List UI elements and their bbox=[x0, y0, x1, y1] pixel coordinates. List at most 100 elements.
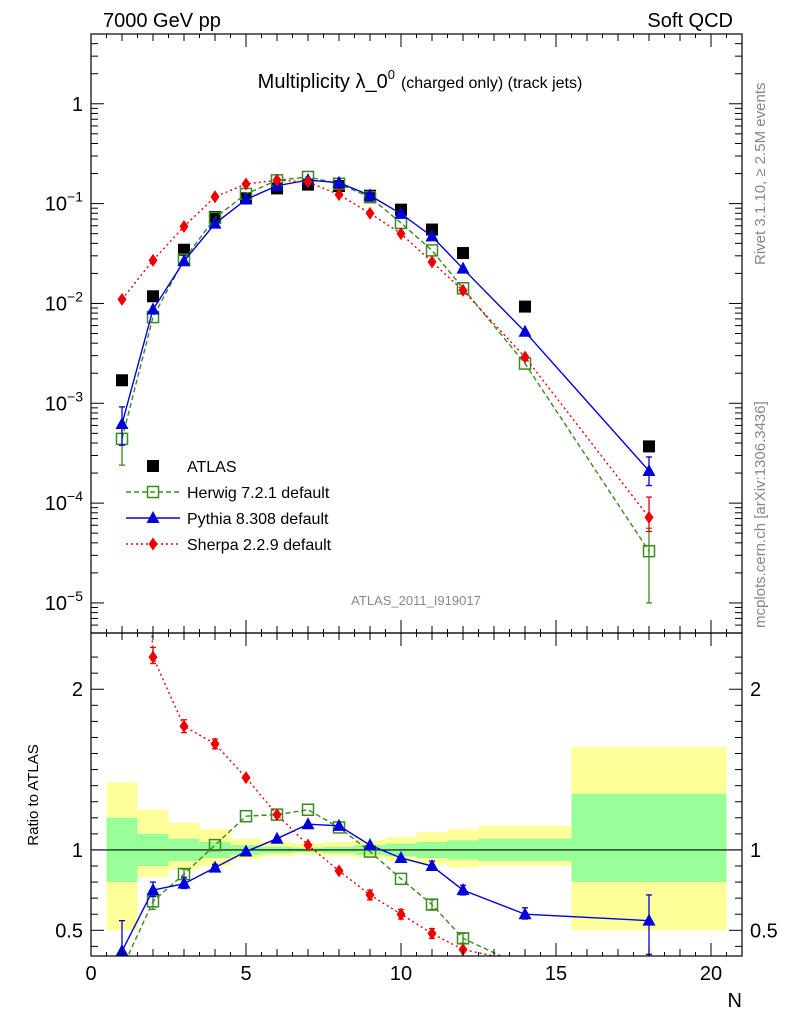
legend-pythia-marker bbox=[146, 511, 160, 523]
main-ytick-label-2: 10−2 bbox=[45, 288, 83, 315]
main-ytick-label-mantissa: 10 bbox=[45, 493, 67, 515]
main-sherpa-point-13 bbox=[644, 510, 654, 524]
ratio-pythia-line bbox=[121, 823, 650, 952]
header-left-label: 7000 GeV pp bbox=[103, 10, 221, 32]
legend-herwig-label: Herwig 7.2.1 default bbox=[187, 485, 330, 502]
band-green-13 bbox=[571, 793, 727, 883]
main-sherpa-point-3 bbox=[210, 190, 220, 204]
main-sherpa-point-0 bbox=[117, 292, 127, 306]
main-pythia-point-4 bbox=[239, 192, 253, 205]
ratio-pythia-point-13 bbox=[642, 913, 656, 926]
legend-sherpa-marker bbox=[148, 537, 158, 551]
xtick-label-4: 20 bbox=[700, 963, 722, 985]
main-ytick-label-exponent: −2 bbox=[67, 288, 83, 304]
main-ytick-label-1: 10−1 bbox=[45, 189, 83, 216]
legend-pythia-label: Pythia 8.308 default bbox=[187, 511, 329, 528]
ratio-pythia-point-8 bbox=[363, 838, 377, 851]
ratio-sherpa-point-4 bbox=[241, 771, 251, 785]
main-ytick-label-3: 10−3 bbox=[45, 388, 83, 415]
main-pythia-point-7 bbox=[332, 175, 346, 188]
main-sherpa-line bbox=[121, 179, 650, 518]
ratio-herwig-point-3 bbox=[208, 838, 222, 852]
main-pythia-point-9 bbox=[394, 206, 408, 219]
ratio-sherpa-point-2 bbox=[179, 719, 189, 733]
main-pythia-point-12 bbox=[518, 324, 532, 337]
analysis-id-label: ATLAS_2011_I919017 bbox=[351, 593, 481, 608]
ratio-sherpa-point-3 bbox=[210, 737, 220, 751]
main-pythia-point-11 bbox=[456, 261, 470, 274]
main-atlas-point-13 bbox=[643, 440, 655, 453]
ratio-pythia-point-12 bbox=[518, 907, 532, 920]
xtick-label-3: 15 bbox=[545, 963, 567, 985]
ratio-pythia-point-10 bbox=[425, 859, 439, 872]
main-sherpa-point-11 bbox=[458, 283, 468, 297]
axes: 110−110−210−310−410−50 5 10 15 200.5 0.51 12 2 bbox=[45, 33, 778, 985]
ratio-ytick-label-right-0: 0.5 bbox=[750, 920, 778, 942]
xtick-label-2: 10 bbox=[390, 963, 412, 985]
main-pythia-point-0 bbox=[115, 417, 129, 430]
main-ytick-label-exponent: −5 bbox=[67, 588, 83, 604]
legend-sherpa-label: Sherpa 2.2.9 default bbox=[187, 537, 332, 554]
main-ytick-label-4: 10−4 bbox=[45, 488, 83, 515]
ratio-pythia-point-1 bbox=[146, 883, 160, 896]
chart-title-suffix: (charged only) (track jets) bbox=[401, 75, 582, 92]
main-pythia-point-3 bbox=[208, 216, 222, 229]
ratio-panel-series bbox=[115, 633, 656, 956]
main-sherpa-point-7 bbox=[334, 188, 344, 202]
ratio-y-axis-label: Ratio to ATLAS bbox=[25, 744, 42, 845]
main-pythia-point-10 bbox=[425, 229, 439, 242]
mcplots-label: mcplots.cern.ch [arXiv:1306.3436] bbox=[752, 401, 769, 628]
main-ytick-label-mantissa: 10 bbox=[45, 393, 67, 415]
ratio-sherpa-point-10 bbox=[427, 927, 437, 941]
ratio-ytick-label-right-2: 2 bbox=[750, 679, 761, 701]
main-sherpa-point-2 bbox=[179, 219, 189, 233]
main-ytick-label-mantissa: 10 bbox=[45, 194, 67, 216]
xtick-label-0: 0 bbox=[85, 963, 96, 985]
main-pythia-point-13 bbox=[642, 463, 656, 476]
ratio-pythia-point-4 bbox=[239, 844, 253, 857]
main-pythia-point-8 bbox=[363, 188, 377, 201]
ratio-pythia-point-5 bbox=[270, 831, 284, 844]
legend-herwig-marker bbox=[146, 485, 160, 499]
main-sherpa-point-8 bbox=[365, 206, 375, 220]
legend-atlas-marker bbox=[147, 460, 159, 472]
main-ytick-label-exponent: −3 bbox=[67, 388, 83, 404]
ratio-ytick-label-left-0: 0.5 bbox=[55, 920, 83, 942]
header-right-label: Soft QCD bbox=[647, 10, 733, 32]
ratio-sherpa-point-1 bbox=[148, 650, 158, 664]
legend-atlas-label: ATLAS bbox=[187, 459, 237, 476]
ratio-uncertainty-bands bbox=[91, 747, 742, 931]
main-atlas-point-2 bbox=[178, 243, 190, 256]
main-sherpa-point-1 bbox=[148, 253, 158, 267]
main-pythia-point-2 bbox=[177, 254, 191, 267]
ratio-pythia-point-2 bbox=[177, 876, 191, 889]
legend: ATLAS Herwig 7.2.1 default Pythia 8.308 de… bbox=[126, 459, 332, 554]
main-sherpa-point-10 bbox=[427, 255, 437, 269]
main-panel-series bbox=[115, 170, 656, 604]
ratio-ytick-label-left-1: 1 bbox=[72, 840, 83, 862]
ratio-herwig-point-6 bbox=[301, 803, 315, 817]
main-sherpa-point-6 bbox=[303, 175, 313, 189]
main-sherpa-point-5 bbox=[272, 173, 282, 187]
ratio-herwig-point-9 bbox=[394, 872, 408, 886]
ratio-sherpa-point-8 bbox=[365, 888, 375, 902]
ratio-sherpa-point-12 bbox=[524, 955, 526, 956]
ratio-pythia-point-6 bbox=[301, 817, 315, 830]
chart-title-main: Multiplicity λ_0 bbox=[258, 71, 388, 93]
ratio-sherpa-point-6 bbox=[303, 838, 313, 852]
ratio-pythia-point-7 bbox=[332, 818, 346, 831]
main-herwig-line bbox=[121, 176, 650, 552]
main-sherpa-point-12 bbox=[520, 350, 530, 364]
ratio-pythia-point-11 bbox=[456, 883, 470, 896]
main-sherpa-point-9 bbox=[396, 227, 406, 241]
chart-title-superscript: 0 bbox=[388, 67, 395, 82]
main-ytick-label-mantissa: 10 bbox=[45, 593, 67, 615]
rivet-version-label: Rivet 3.1.10, ≥ 2.5M events bbox=[752, 83, 769, 266]
main-ytick-label-mantissa: 10 bbox=[45, 293, 67, 315]
chart-title: Multiplicity λ_00 (charged only) (track j… bbox=[258, 67, 583, 93]
ratio-herwig-point-4 bbox=[239, 809, 253, 823]
ratio-sherpa-line bbox=[151, 633, 498, 956]
main-sherpa-point-4 bbox=[241, 177, 251, 191]
x-axis-label: N bbox=[728, 990, 742, 1012]
